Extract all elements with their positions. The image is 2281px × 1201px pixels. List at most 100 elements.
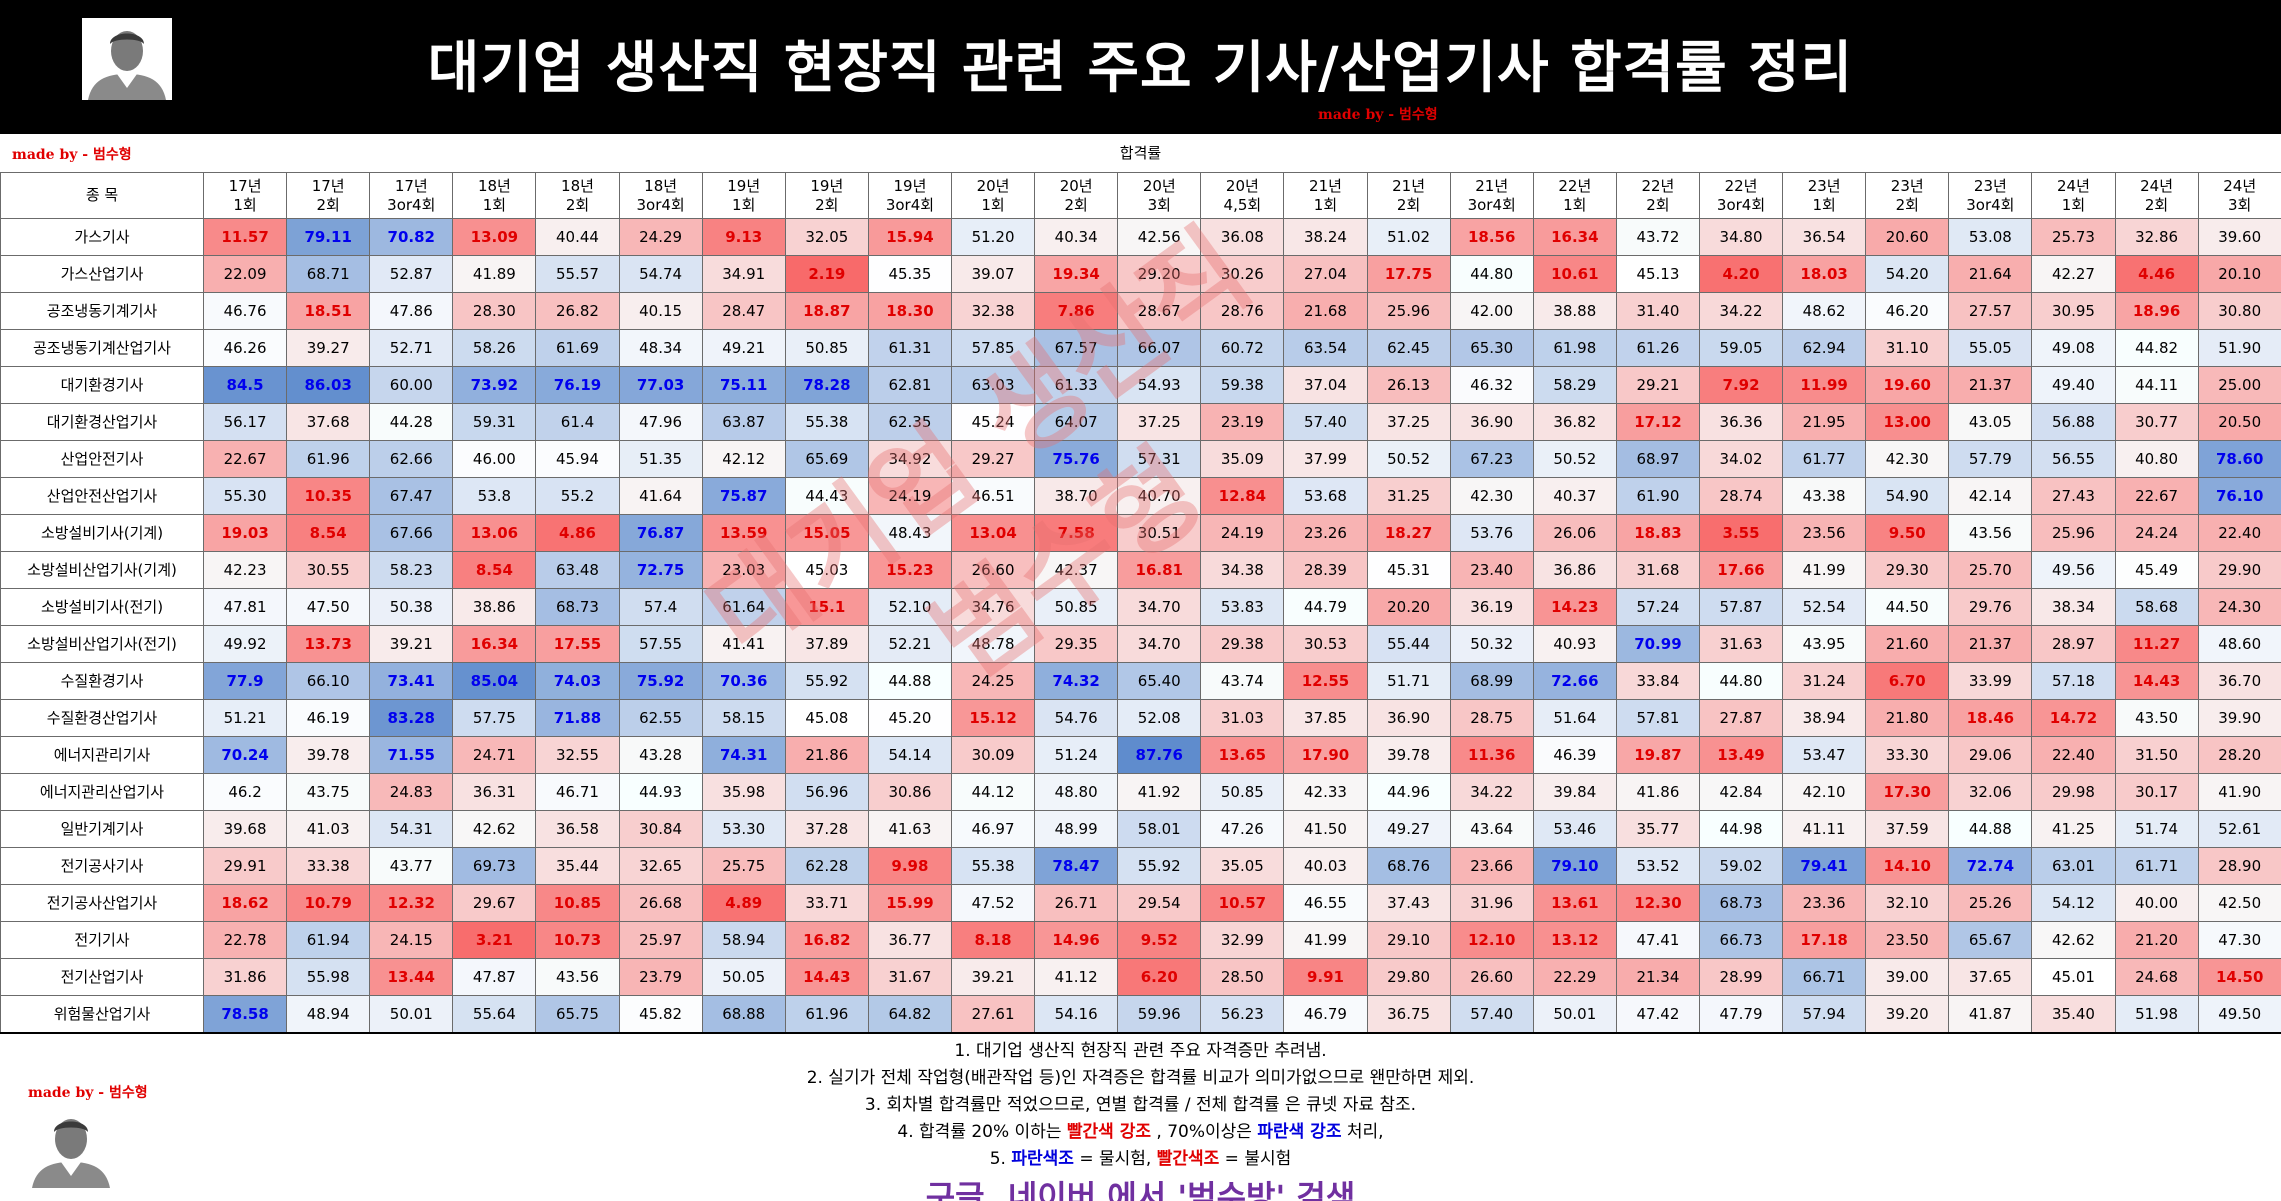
- column-round: 1회: [1313, 195, 1338, 214]
- table-row: 소방설비산업기사(기계) 42.23 30.55 58.23 8.54 63.48 72.7…: [0, 551, 2281, 589]
- table-cell: 47.81: [202, 588, 288, 626]
- column-round: 2회: [1895, 195, 1919, 214]
- table-cell: 23.03: [701, 551, 786, 589]
- table-cell: 40.15: [618, 292, 703, 330]
- table-cell: 42.56: [1117, 218, 1202, 256]
- table-cell: 55.44: [1366, 625, 1451, 663]
- table-cell: 53.46: [1532, 810, 1617, 848]
- table-cell: 46.00: [452, 440, 537, 478]
- table-cell: 43.56: [1948, 514, 2033, 552]
- table-cell: 37.99: [1283, 440, 1368, 478]
- table-cell: 48.94: [286, 995, 371, 1033]
- table-cell: 46.20: [1865, 292, 1950, 330]
- table-cell: 58.23: [369, 551, 454, 589]
- table-cell: 50.01: [369, 995, 454, 1033]
- table-row: 전기공사산업기사 18.62 10.79 12.32 29.67 10.85 26.68 4.…: [0, 884, 2281, 922]
- table-cell: 39.90: [2197, 699, 2281, 737]
- table-cell: 24.83: [369, 773, 454, 811]
- table-cell: 74.32: [1034, 662, 1119, 700]
- table-cell: 62.81: [867, 366, 952, 404]
- table-cell: 50.85: [784, 329, 869, 367]
- table-cell: 61.94: [286, 921, 371, 959]
- row-label: 수질환경기사: [0, 662, 204, 700]
- table-cell: 67.23: [1449, 440, 1534, 478]
- table-cell: 73.92: [452, 366, 537, 404]
- table-cell: 49.56: [2031, 551, 2116, 589]
- table-cell: 32.99: [1200, 921, 1285, 959]
- column-header-item: 17년 3or4회: [369, 172, 454, 219]
- table-cell: 50.01: [1532, 995, 1617, 1033]
- table-cell: 34.91: [701, 255, 786, 293]
- table-cell: 69.73: [452, 847, 537, 885]
- note-line: 2. 실기가 전체 작업형(배관작업 등)인 자격증은 합격률 비교가 의미가없…: [806, 1068, 1475, 1088]
- table-cell: 11.36: [1449, 736, 1534, 774]
- table-cell: 30.53: [1283, 625, 1368, 663]
- table-cell: 60.00: [369, 366, 454, 404]
- table-cell: 48.99: [1034, 810, 1119, 848]
- table-cell: 23.26: [1283, 514, 1368, 552]
- table-cell: 17.90: [1283, 736, 1368, 774]
- table-cell: 55.64: [452, 995, 537, 1033]
- table-cell: 72.75: [618, 551, 703, 589]
- table-cell: 56.55: [2031, 440, 2116, 478]
- table-cell: 65.67: [1948, 921, 2033, 959]
- table-cell: 46.19: [286, 699, 371, 737]
- table-cell: 66.73: [1698, 921, 1784, 959]
- table-cell: 18.30: [867, 292, 952, 330]
- column-header-item: 종 목: [0, 172, 204, 219]
- table-row: 공조냉동기계산업기사 46.26 39.27 52.71 58.26 61.69 48.34…: [0, 329, 2281, 367]
- table-cell: 34.70: [1117, 588, 1202, 626]
- row-label: 소방설비산업기사(전기): [0, 625, 204, 663]
- table-cell: 22.40: [2031, 736, 2116, 774]
- table-cell: 35.77: [1615, 810, 1700, 848]
- table-cell: 36.31: [452, 773, 537, 811]
- column-round: 2회: [1064, 195, 1088, 214]
- table-cell: 63.87: [701, 403, 786, 441]
- table-cell: 36.70: [2197, 662, 2281, 700]
- table-cell: 7.92: [1698, 366, 1784, 404]
- table-cell: 57.81: [1615, 699, 1700, 737]
- row-label: 전기기사: [0, 921, 204, 959]
- table-cell: 34.76: [950, 588, 1036, 626]
- table-cell: 52.87: [369, 255, 454, 293]
- note-line: 1. 대기업 생산직 현장직 관련 주요 자격증만 추려냄.: [954, 1041, 1327, 1061]
- table-cell: 37.89: [784, 625, 869, 663]
- table-cell: 75.87: [701, 477, 786, 515]
- note-line: 5. 파란색조 = 물시험, 빨간색조 = 불시험: [0, 1146, 2281, 1173]
- column-round: 2회: [565, 195, 590, 214]
- table-cell: 44.28: [369, 403, 454, 441]
- table-cell: 42.27: [2031, 255, 2116, 293]
- table-cell: 51.24: [1034, 736, 1119, 774]
- table-cell: 55.92: [1117, 847, 1202, 885]
- table-cell: 55.2: [535, 477, 620, 515]
- column-year: 18년: [561, 176, 594, 195]
- table-cell: 52.10: [867, 588, 952, 626]
- table-cell: 54.12: [2031, 884, 2116, 922]
- table-cell: 13.65: [1200, 736, 1285, 774]
- table-cell: 44.12: [950, 773, 1036, 811]
- column-year: 21년: [1475, 176, 1509, 195]
- table-cell: 43.50: [2114, 699, 2199, 737]
- table-cell: 18.87: [784, 292, 869, 330]
- table-cell: 21.68: [1283, 292, 1368, 330]
- table-cell: 45.82: [618, 995, 703, 1033]
- column-year: 19년: [893, 176, 927, 195]
- table-cell: 39.00: [1865, 958, 1950, 996]
- table-cell: 57.79: [1948, 440, 2033, 478]
- table-cell: 68.76: [1366, 847, 1451, 885]
- row-label: 수질환경산업기사: [0, 699, 204, 737]
- table-cell: 4.89: [701, 884, 786, 922]
- table-cell: 70.82: [369, 218, 454, 256]
- table-cell: 24.30: [2197, 588, 2281, 626]
- table-cell: 22.29: [1532, 958, 1617, 996]
- table-cell: 31.10: [1865, 329, 1950, 367]
- table-cell: 39.21: [369, 625, 454, 663]
- table-cell: 19.60: [1865, 366, 1950, 404]
- table-cell: 70.24: [202, 736, 288, 774]
- table-cell: 19.03: [202, 514, 288, 552]
- table-cell: 25.96: [2031, 514, 2116, 552]
- table-cell: 14.72: [2031, 699, 2116, 737]
- table-cell: 37.25: [1366, 403, 1451, 441]
- table-cell: 70.99: [1615, 625, 1700, 663]
- column-round: 2회: [1396, 195, 1421, 214]
